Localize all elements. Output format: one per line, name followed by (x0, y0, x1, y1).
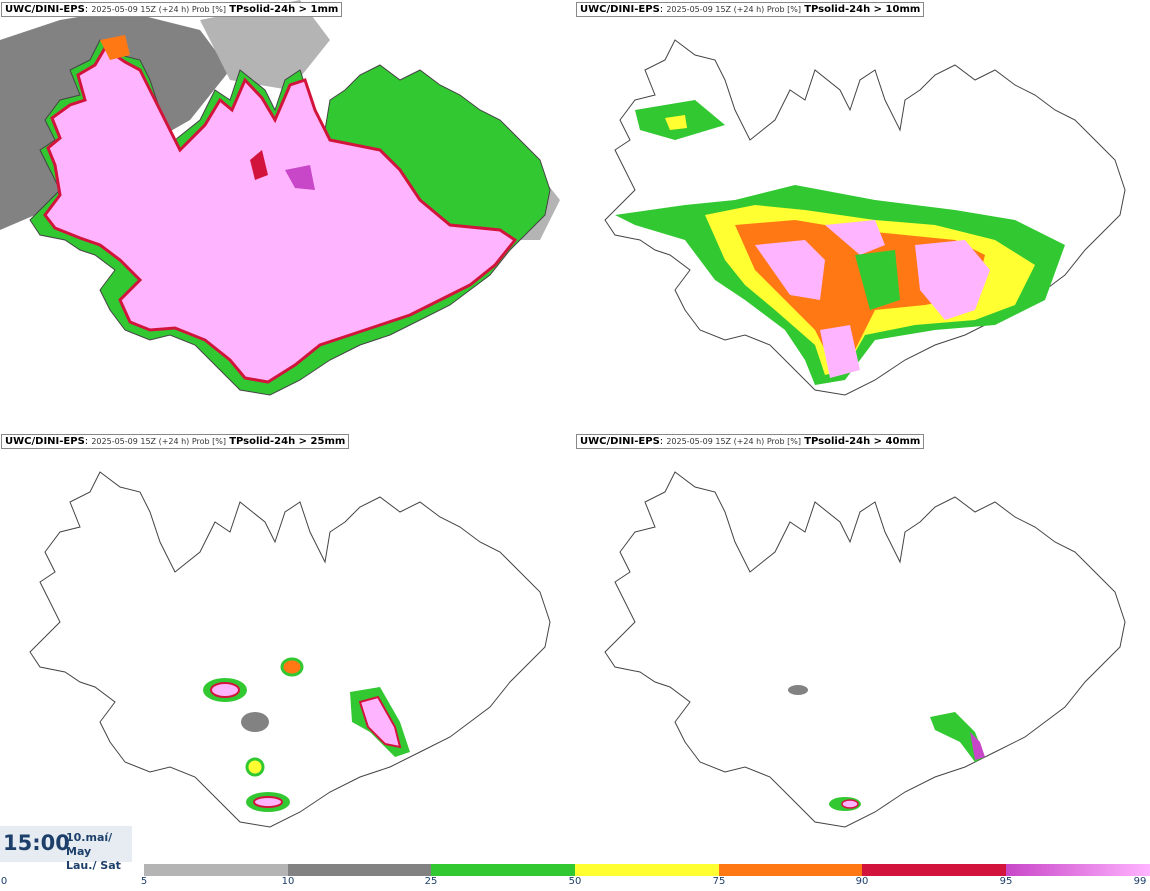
valid-time-box: 15:00 10.maí/ May Lau./ Sat (0, 826, 132, 872)
prob-99-south (253, 796, 283, 808)
map-panel-25mm: UWC/DINI-EPS: 2025-05-09 15Z (+24 h) Pro… (0, 432, 575, 864)
model-name: UWC/DINI-EPS (5, 4, 85, 15)
coast (29, 471, 551, 828)
colorbar-seg-90-95 (862, 864, 1006, 876)
prob-99-area-w (755, 240, 825, 300)
model-name: UWC/DINI-EPS (580, 4, 660, 15)
colorbar-seg-50-75 (575, 864, 719, 876)
tick-0: 0 (0, 876, 8, 887)
tick-5: 5 (140, 876, 148, 887)
map-panel-40mm: UWC/DINI-EPS: 2025-05-09 15Z (+24 h) Pro… (575, 432, 1150, 864)
map-40mm (604, 471, 1126, 828)
valid-date-line1: 10.maí/ May (66, 831, 113, 858)
map-panel-1mm: UWC/DINI-EPS: 2025-05-09 15Z (+24 h) Pro… (0, 0, 575, 432)
tick-90: 90 (855, 876, 869, 887)
map-panel-10mm: UWC/DINI-EPS: 2025-05-09 15Z (+24 h) Pro… (575, 0, 1150, 432)
prob-99-area-e (915, 240, 990, 320)
parameter-label: TPsolid-24h > 25mm (229, 436, 346, 447)
model-name: UWC/DINI-EPS (580, 436, 660, 447)
tick-99: 99 (1133, 876, 1147, 887)
map-25mm (29, 471, 551, 828)
prob-50-south (245, 757, 265, 777)
parameter-label: TPsolid-24h > 40mm (804, 436, 921, 447)
panel-title: UWC/DINI-EPS: 2025-05-09 15Z (+24 h) Pro… (1, 2, 343, 17)
run-info: 2025-05-09 15Z (+24 h) Prob [%] (666, 437, 802, 446)
prob-10-blob (788, 685, 808, 695)
tick-10: 10 (281, 876, 295, 887)
prob-99-south (841, 799, 859, 809)
parameter-label: TPsolid-24h > 10mm (804, 4, 921, 15)
tick-95: 95 (999, 876, 1013, 887)
prob-10-blob (241, 712, 269, 732)
prob-99-east (358, 695, 402, 749)
run-info: 2025-05-09 15Z (+24 h) Prob [%] (666, 5, 802, 14)
colorbar-seg-10-25 (288, 864, 431, 876)
prob-99-area-c (825, 220, 885, 255)
colorbar-seg-5-10 (144, 864, 288, 876)
prob-25-east (930, 712, 985, 762)
panel-title: UWC/DINI-EPS: 2025-05-09 15Z (+24 h) Pro… (1, 434, 350, 449)
colorbar-ticks: 0 5 10 25 50 75 90 95 99 (0, 876, 1150, 890)
prob-99-spot (285, 165, 315, 190)
tick-75: 75 (712, 876, 726, 887)
prob-blob-n (280, 657, 304, 677)
prob-90-spot (100, 35, 130, 60)
colorbar (144, 864, 1150, 876)
run-info: 2025-05-09 15Z (+24 h) Prob [%] (91, 437, 227, 446)
valid-time: 15:00 (3, 831, 70, 855)
prob-99-east (970, 732, 985, 760)
prob-25-core (855, 250, 900, 310)
colorbar-seg-25-50 (431, 864, 575, 876)
prob-99-area-s (820, 325, 860, 378)
prob-high-area (43, 45, 518, 384)
colorbar-seg-95-99 (1006, 864, 1150, 876)
shading-lightgray (200, 0, 330, 90)
panel-title: UWC/DINI-EPS: 2025-05-09 15Z (+24 h) Pro… (576, 2, 925, 17)
map-1mm (0, 0, 560, 396)
tick-50: 50 (568, 876, 582, 887)
model-name: UWC/DINI-EPS (5, 436, 85, 447)
tick-25: 25 (424, 876, 438, 887)
panel-title: UWC/DINI-EPS: 2025-05-09 15Z (+24 h) Pro… (576, 434, 925, 449)
run-info: 2025-05-09 15Z (+24 h) Prob [%] (91, 5, 227, 14)
colorbar-seg-75-90 (719, 864, 862, 876)
prob-50-nw (665, 115, 687, 130)
prob-95-spot (250, 150, 268, 180)
valid-date: 10.maí/ May Lau./ Sat (66, 831, 132, 873)
map-10mm (604, 39, 1126, 396)
valid-date-line2: Lau./ Sat (66, 859, 121, 872)
prob-99-blob (210, 682, 240, 698)
coast (604, 471, 1126, 828)
parameter-label: TPsolid-24h > 1mm (229, 4, 339, 15)
